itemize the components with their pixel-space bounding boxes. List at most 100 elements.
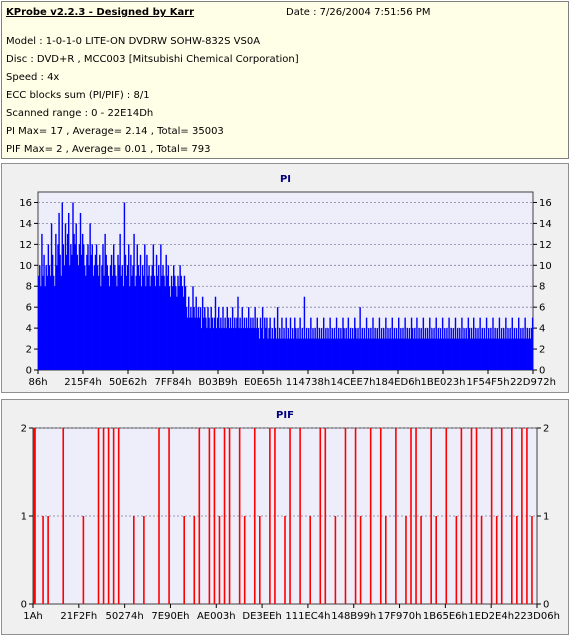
pi-bar [190, 307, 192, 370]
pi-bar [85, 275, 87, 370]
pi-bar [213, 317, 216, 370]
pi-bar [177, 275, 179, 370]
pi-bar [451, 338, 453, 370]
pi-bar [181, 286, 183, 370]
pi-bar [133, 233, 135, 370]
pi-bar [413, 338, 415, 370]
pi-bar [84, 265, 86, 370]
pi-bar [79, 212, 82, 370]
pi-bar [297, 328, 299, 370]
pi-bar [276, 307, 279, 370]
pi-bar [429, 317, 431, 370]
pi-bar [363, 328, 366, 370]
pi-bar [459, 328, 461, 370]
pi-bar [349, 328, 352, 370]
pi-bar [77, 265, 80, 370]
pi-bar [81, 233, 84, 370]
pi-bar [365, 317, 368, 370]
pi-bar [344, 338, 346, 370]
pi-bar [158, 265, 160, 370]
pi-bar [514, 338, 517, 370]
pi-bar [484, 338, 487, 370]
pi-bar [434, 338, 436, 370]
x-tick-label: 223D06h [514, 611, 560, 622]
pi-bar [129, 286, 131, 370]
pi-bar [80, 254, 83, 370]
pi-bar [207, 307, 209, 370]
x-tick-label: 21F2Fh [60, 611, 97, 622]
y-tick-label-right: 8 [539, 282, 545, 293]
pi-bar [284, 338, 286, 370]
pi-bar [495, 338, 497, 370]
pi-bar [50, 223, 53, 370]
pi-bar [488, 328, 490, 370]
pi-bar [404, 317, 406, 370]
pi-bar [61, 202, 63, 370]
y-tick-label-right: 16 [539, 198, 552, 209]
pi-bar [391, 317, 393, 370]
pi-bar [480, 338, 482, 370]
pi-bar [98, 275, 100, 370]
pi-bar [91, 244, 93, 370]
pi-bar [399, 338, 401, 370]
pi-bar [374, 328, 376, 370]
pi-bar [443, 338, 445, 370]
pi-bar [59, 254, 61, 370]
y-tick-label-left: 14 [19, 219, 32, 230]
pi-summary-line: PI Max= 17 , Average= 2.14 , Total= 3500… [6, 126, 224, 137]
pi-bar [511, 317, 513, 370]
x-tick-label: 111EC4h [285, 611, 330, 622]
pi-bar [362, 338, 365, 370]
pif-summary-line: PIF Max= 2 , Average= 0.01 , Total= 793 [6, 144, 211, 155]
pi-bar [324, 338, 326, 370]
pi-bar [229, 317, 232, 370]
pi-bar [524, 317, 526, 370]
pi-bar [259, 317, 262, 370]
pi-bar [438, 338, 441, 370]
disc-line: Disc : DVD+R , MCC003 [Mitsubishi Chemic… [6, 54, 299, 65]
pi-bar [358, 338, 360, 370]
pi-bar [242, 328, 245, 370]
pi-bar [331, 328, 333, 370]
pi-bar [257, 328, 260, 370]
y-tick-label-left: 0 [21, 600, 27, 611]
pi-bar [305, 328, 308, 370]
pi-bar [342, 317, 344, 370]
pi-bar [249, 328, 251, 370]
pi-bar [174, 275, 176, 370]
pi-bar [288, 338, 291, 370]
pi-bar [483, 328, 486, 370]
y-tick-label-left: 16 [19, 198, 32, 209]
pi-bar [474, 338, 476, 370]
pi-bar [461, 317, 463, 370]
pi-bar [275, 338, 278, 370]
pi-bar [505, 317, 507, 370]
pi-bar [346, 338, 348, 370]
pi-bar [357, 328, 359, 370]
pi-bar [55, 233, 57, 370]
pi-bar [184, 286, 187, 370]
pi-bar [430, 338, 432, 370]
pi-bar [460, 338, 462, 370]
pi-bar [191, 317, 193, 370]
pi-bar [271, 328, 273, 370]
pi-bar [60, 275, 62, 370]
pi-bar [46, 275, 48, 370]
pi-bar [132, 265, 134, 370]
pi-bar [161, 275, 163, 370]
pi-bar [452, 328, 455, 370]
pi-bar [385, 317, 387, 370]
pi-bar [507, 328, 509, 370]
pi-bar [105, 254, 107, 370]
pi-bar [347, 317, 350, 370]
pi-bar [214, 296, 217, 370]
y-tick-label-right: 2 [543, 424, 549, 435]
pi-bar [116, 286, 118, 370]
pi-bar [366, 338, 369, 370]
pi-bar [78, 244, 81, 370]
pi-bar [468, 328, 471, 370]
x-tick-label: B03B9h [198, 377, 237, 388]
pi-bar [149, 286, 151, 370]
pi-bar [445, 338, 447, 370]
pi-bar [463, 328, 465, 370]
